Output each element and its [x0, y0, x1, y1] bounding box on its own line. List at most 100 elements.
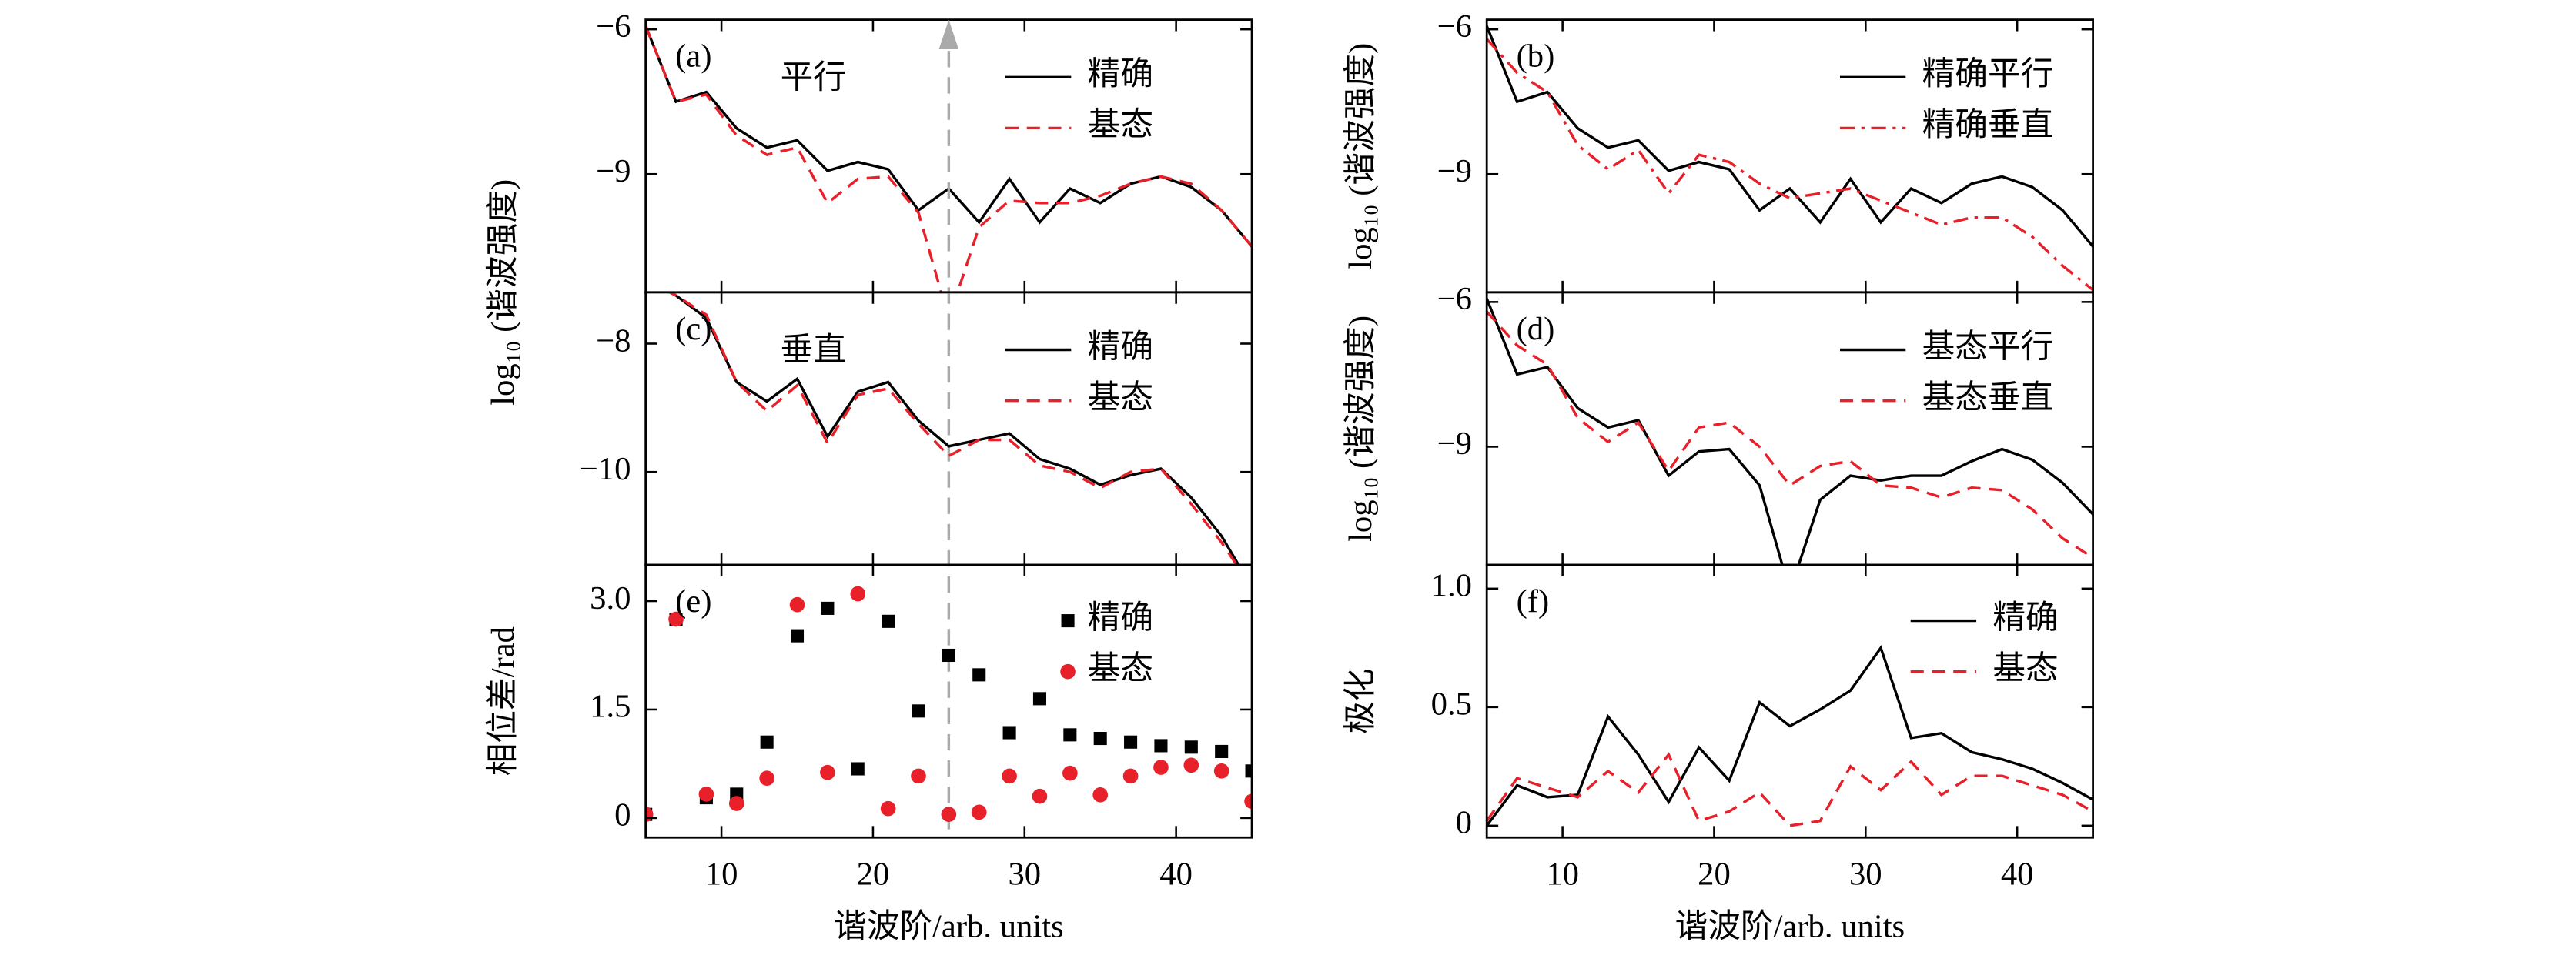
- y-tick-label: −8: [596, 322, 631, 359]
- data-line: [645, 25, 1253, 292]
- plot-area: [667, 292, 1240, 566]
- y-tick-label: 1.5: [590, 689, 631, 725]
- data-point: [1153, 760, 1169, 775]
- data-point: [759, 770, 774, 787]
- data-point: [668, 611, 684, 627]
- data-point: [1032, 788, 1048, 804]
- annotation: 平行: [781, 59, 846, 95]
- x-tick-label: 20: [857, 856, 890, 892]
- data-point: [1122, 768, 1139, 784]
- data-point: [1184, 740, 1198, 754]
- data-point: [851, 762, 865, 776]
- legend-label: 精确: [1992, 600, 2058, 636]
- legend-label: 基态: [1088, 107, 1153, 143]
- y-tick-label: −9: [1437, 153, 1472, 189]
- data-point: [850, 586, 866, 602]
- legend-marker: [1061, 614, 1075, 628]
- y-tick-label: 0: [614, 797, 631, 833]
- x-axis-label: 谐波阶/arb. units: [1675, 909, 1905, 945]
- data-point: [880, 800, 896, 817]
- data-point: [790, 629, 805, 643]
- legend-label: 精确垂直: [1922, 107, 2054, 143]
- data-point: [1092, 787, 1109, 803]
- y-axis-label: log₁₀ (谐波强度): [1343, 316, 1379, 542]
- data-line: [1487, 25, 2093, 248]
- y-tick-label: −6: [1437, 281, 1472, 317]
- data-point: [1063, 728, 1077, 742]
- y-axis-label: 极化: [1343, 668, 1379, 733]
- y-axis-label: log₁₀ (谐波强度): [485, 179, 521, 406]
- data-point: [1154, 739, 1168, 753]
- y-tick-label: −6: [596, 8, 631, 45]
- legend-label: 基态: [1992, 651, 2058, 687]
- y-axis-label: log₁₀ (谐波强度): [1343, 43, 1379, 269]
- y-tick-label: −9: [596, 153, 631, 189]
- data-point: [941, 807, 957, 823]
- plot-area: [1487, 645, 2093, 827]
- data-point: [1213, 763, 1229, 779]
- data-point: [820, 764, 835, 780]
- panel-frame: [1485, 563, 2094, 839]
- data-line: [1487, 645, 2093, 827]
- data-point: [882, 614, 895, 628]
- legend-label: 精确: [1088, 329, 1153, 365]
- y-axis-label: 相位差/rad: [484, 626, 521, 776]
- data-point: [911, 768, 926, 784]
- x-tick-label: 20: [1698, 856, 1731, 892]
- data-point: [1245, 764, 1253, 778]
- panel-label: (c): [675, 311, 711, 347]
- data-point: [789, 596, 805, 613]
- marker-arrowhead: [938, 19, 959, 50]
- plot-area: [645, 586, 1253, 823]
- legend-label: 精确: [1088, 56, 1153, 92]
- data-point: [728, 796, 744, 811]
- data-line: [1487, 298, 2093, 566]
- data-point: [1093, 731, 1107, 746]
- legend-marker: [1060, 663, 1076, 680]
- data-point: [942, 648, 955, 663]
- data-line: [1487, 310, 2093, 559]
- data-point: [1032, 692, 1047, 706]
- y-tick-label: 1.0: [1431, 568, 1472, 604]
- data-point: [1215, 744, 1229, 758]
- panel-label: (e): [675, 583, 711, 620]
- y-tick-label: −6: [1437, 8, 1472, 45]
- data-line: [1487, 752, 2093, 827]
- y-tick-label: −9: [1437, 426, 1472, 462]
- panel-label: (b): [1517, 38, 1555, 75]
- plot-area: [1487, 25, 2093, 292]
- data-point: [1244, 793, 1253, 810]
- data-point: [698, 787, 714, 802]
- x-tick-label: 30: [1849, 856, 1882, 892]
- data-point: [1183, 757, 1199, 773]
- data-point: [1124, 735, 1138, 749]
- x-tick-label: 10: [705, 856, 738, 892]
- legend-label: 基态垂直: [1922, 379, 2054, 416]
- data-line: [667, 292, 1239, 566]
- legend-label: 基态: [1088, 651, 1153, 687]
- data-point: [1062, 765, 1078, 781]
- data-point: [1002, 726, 1016, 740]
- y-tick-label: 3.0: [590, 580, 631, 616]
- legend-label: 精确: [1088, 600, 1153, 636]
- y-tick-label: −10: [580, 451, 631, 487]
- data-point: [821, 601, 835, 615]
- data-point: [1002, 768, 1017, 784]
- legend-label: 精确平行: [1922, 56, 2054, 92]
- legend-label: 基态平行: [1922, 329, 2054, 365]
- x-axis-label: 谐波阶/arb. units: [834, 909, 1064, 945]
- panel-label: (f): [1517, 583, 1550, 620]
- plot-area: [1487, 298, 2093, 566]
- y-tick-label: 0: [1456, 805, 1472, 841]
- data-point: [760, 735, 774, 749]
- data-point: [912, 704, 925, 718]
- x-tick-label: 30: [1008, 856, 1041, 892]
- legend-label: 基态: [1088, 379, 1153, 416]
- data-point: [971, 804, 987, 820]
- data-line: [1487, 38, 2093, 292]
- x-tick-label: 10: [1546, 856, 1579, 892]
- panel-label: (a): [675, 38, 711, 75]
- x-tick-label: 40: [1159, 856, 1193, 892]
- panel-label: (d): [1517, 311, 1555, 347]
